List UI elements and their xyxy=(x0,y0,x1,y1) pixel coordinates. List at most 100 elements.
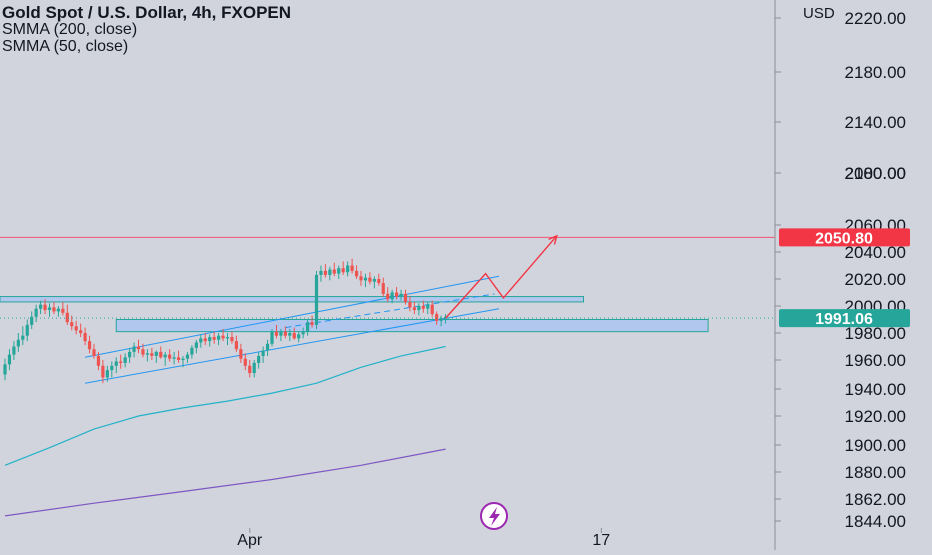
time-axis[interactable]: Apr 17 xyxy=(237,528,610,549)
candle xyxy=(7,349,12,371)
candle xyxy=(408,296,412,312)
candle xyxy=(368,272,372,285)
candle xyxy=(270,328,274,347)
candle xyxy=(412,301,416,315)
channel-upper-line xyxy=(85,275,500,358)
candle-body xyxy=(128,351,132,358)
candle xyxy=(56,306,60,317)
candle xyxy=(346,261,350,277)
indicator-smma-50[interactable]: SMMA (50, close) xyxy=(2,38,129,55)
candle xyxy=(119,354,123,369)
candle-body xyxy=(435,314,439,321)
smma-50-line xyxy=(4,345,446,466)
candle xyxy=(319,265,323,282)
candle-body xyxy=(168,354,172,359)
projection-arrow xyxy=(445,234,558,319)
candle-body xyxy=(208,337,212,342)
price-tick-label: 1980.00 xyxy=(845,324,906,343)
candle-body xyxy=(212,337,216,340)
support-zone xyxy=(115,319,709,333)
candle-body xyxy=(412,307,416,311)
candle-body xyxy=(25,324,29,336)
candle xyxy=(150,347,154,360)
candle-body xyxy=(172,357,176,359)
candle-body xyxy=(110,365,114,371)
candle-body xyxy=(39,304,43,309)
candle-body xyxy=(372,279,376,282)
candle-body xyxy=(52,307,56,312)
indicator-smma-200[interactable]: SMMA (200, close) xyxy=(2,21,138,38)
candle xyxy=(225,333,230,346)
candle-body xyxy=(199,338,203,343)
candle xyxy=(239,343,243,363)
candle-body xyxy=(136,346,141,350)
candle-body xyxy=(354,270,359,277)
candle-body xyxy=(377,279,381,284)
candle-body xyxy=(257,355,261,363)
candle xyxy=(230,331,234,344)
candle-body xyxy=(105,370,109,378)
candle-body xyxy=(159,351,163,358)
candle xyxy=(181,355,185,368)
price-tick-label: 2100.00 xyxy=(845,164,906,183)
support-zones xyxy=(0,236,775,333)
candle xyxy=(74,320,78,335)
candle xyxy=(96,351,101,371)
candle-body xyxy=(426,304,430,309)
candle-body xyxy=(421,306,425,309)
candle-body xyxy=(79,330,83,333)
candle-body xyxy=(221,335,225,339)
candle xyxy=(83,327,87,346)
candle-body xyxy=(386,293,390,300)
candle xyxy=(252,360,256,378)
candle-body xyxy=(181,358,185,360)
candle-body xyxy=(61,308,65,313)
candle xyxy=(354,265,359,279)
candle xyxy=(154,350,158,363)
candle-body xyxy=(274,331,279,336)
candle xyxy=(25,319,29,342)
replay-icon[interactable] xyxy=(480,502,508,530)
candle xyxy=(306,319,310,336)
candle-body xyxy=(323,270,327,275)
candle xyxy=(12,341,16,360)
price-tick-label: 1862.00 xyxy=(845,490,906,509)
candle-body xyxy=(439,318,443,321)
candle xyxy=(297,331,301,343)
candle xyxy=(43,299,47,315)
candle-body xyxy=(119,361,123,363)
candle-body xyxy=(74,326,78,331)
candle xyxy=(372,276,376,289)
candle xyxy=(279,328,283,342)
candle-body xyxy=(225,337,230,339)
symbol-title[interactable]: Gold Spot / U.S. Dollar, 4h, FXOPEN xyxy=(2,3,292,22)
candle-body xyxy=(145,353,149,355)
candle xyxy=(172,351,176,365)
candle xyxy=(145,349,149,362)
candle-body xyxy=(34,308,38,317)
candle-body xyxy=(341,268,345,273)
candle-body xyxy=(408,301,412,308)
candle xyxy=(332,262,336,277)
candle xyxy=(65,304,69,325)
candle-body xyxy=(132,346,136,352)
candle-body xyxy=(363,277,368,281)
candle xyxy=(110,361,114,378)
candle-body xyxy=(310,322,314,325)
candle-body xyxy=(403,293,408,302)
candle-body xyxy=(87,341,92,350)
candle xyxy=(359,270,363,286)
candle-body xyxy=(101,365,105,378)
price-axis[interactable]: USD 1844.00 1862.00 1880.00 1900.00 1920.00 19… xyxy=(775,5,906,531)
candle-body xyxy=(141,349,145,355)
price-tick-label: 2180.00 xyxy=(845,63,906,82)
candle xyxy=(128,347,132,363)
candle-body xyxy=(350,265,354,271)
candle-body xyxy=(270,331,274,344)
candle xyxy=(399,289,403,301)
candle xyxy=(403,289,408,305)
candle-body xyxy=(306,322,310,332)
